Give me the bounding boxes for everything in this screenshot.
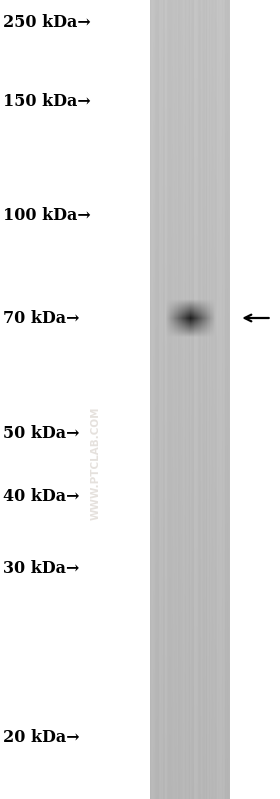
Text: 100 kDa→: 100 kDa→ bbox=[3, 207, 90, 225]
Text: 50 kDa→: 50 kDa→ bbox=[3, 425, 79, 443]
Text: 30 kDa→: 30 kDa→ bbox=[3, 560, 79, 578]
Text: WWW.PTCLAB.COM: WWW.PTCLAB.COM bbox=[90, 407, 100, 520]
Text: 40 kDa→: 40 kDa→ bbox=[3, 487, 79, 505]
Text: 250 kDa→: 250 kDa→ bbox=[3, 14, 90, 31]
Text: 150 kDa→: 150 kDa→ bbox=[3, 93, 90, 110]
Text: 70 kDa→: 70 kDa→ bbox=[3, 309, 79, 327]
Text: 20 kDa→: 20 kDa→ bbox=[3, 729, 80, 746]
